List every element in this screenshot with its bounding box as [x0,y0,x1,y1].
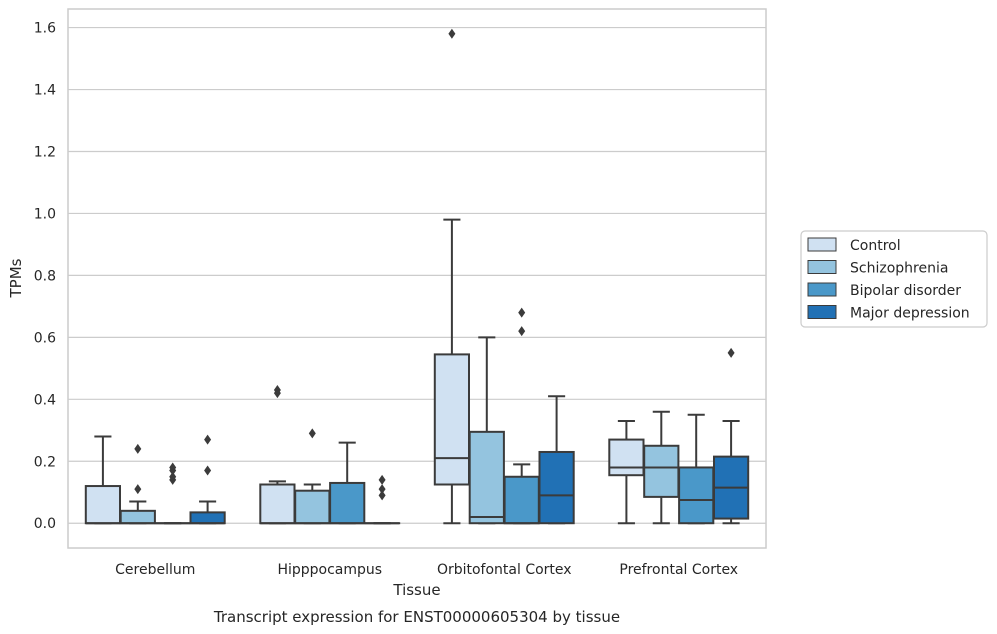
box-0-1 [119,443,156,525]
box-2-0 [433,28,471,525]
y-tick-label: 1.4 [34,83,56,99]
box-1-1 [294,428,331,525]
box-2-3 [538,395,575,525]
box-1-2 [329,441,366,525]
x-tick-label: Orbitofontal Cortex [437,562,572,578]
box-body [468,430,505,525]
outlier-point [378,484,386,495]
chart-caption: Transcript expression for ENST0000060530… [213,608,620,626]
box-body [189,511,226,525]
legend-label: Bipolar disorder [850,283,961,299]
legend-frame [800,230,988,328]
outlier-point [204,465,212,476]
box-3-0 [608,419,645,525]
legend-swatch [807,305,837,319]
outlier-point [448,28,456,39]
outlier-point [727,347,735,358]
box-body [538,450,575,525]
box-body [259,483,296,525]
box-1-3 [363,474,401,525]
box-2-1 [468,336,505,525]
y-tick-label: 0.2 [34,454,56,470]
y-tick-label: 1.6 [34,21,56,37]
box-body [608,438,645,477]
outlier-point [273,385,281,396]
legend: Control Schizophrenia Bipolar disorder Majo… [800,230,988,328]
y-tick-label: 0.8 [34,268,56,284]
box-body [329,481,366,525]
box-1-0 [259,385,296,525]
outlier-point [378,474,386,485]
box-0-3 [189,434,226,525]
x-tick-label: Prefrontal Cortex [619,562,738,578]
y-tick-label: 1.2 [34,144,56,160]
outlier-point [204,434,212,445]
y-axis-ticks: 0.0 0.2 0.4 0.6 0.8 1.0 1.2 1.4 1.6 [34,21,56,533]
outlier-point [378,490,386,501]
plot-frame [67,8,767,549]
y-tick-label: 1.0 [34,206,56,222]
box-body [294,489,331,525]
box-series-layer [84,28,750,525]
outlier-point [518,326,526,337]
outlier-point [518,307,526,318]
y-tick-label: 0.4 [34,392,56,408]
legend-label: Schizophrenia [850,261,948,277]
legend-swatch [807,237,837,252]
box-body [503,475,540,525]
box-body [433,353,471,486]
y-axis-label: TPMs [7,258,25,298]
box-body [643,444,680,498]
outlier-point [169,462,177,473]
x-axis-label: Tissue [392,581,440,599]
box-3-2 [678,413,715,525]
outlier-point [169,471,177,482]
x-tick-label: Hipppocampus [277,562,382,578]
legend-label: Control [850,238,901,254]
legend-swatch [807,282,837,297]
legend-label: Major depression [850,306,970,322]
y-tick-label: 0.6 [34,330,56,346]
outlier-point [308,428,316,439]
box-body [678,466,715,525]
box-body [84,485,122,525]
x-axis-ticks: Cerebellum Hipppocampus Orbitofontal Corte… [115,562,738,578]
box-3-3 [712,347,750,525]
box-2-2 [503,307,540,525]
outlier-point [134,443,142,454]
box-0-0 [84,435,122,525]
outlier-point [134,484,142,495]
y-tick-label: 0.0 [34,516,56,532]
box-0-2 [154,462,191,525]
x-tick-label: Cerebellum [115,562,195,578]
box-body [119,509,156,525]
grid-lines [68,26,766,524]
legend-swatch [807,260,837,274]
box-3-1 [643,410,680,525]
